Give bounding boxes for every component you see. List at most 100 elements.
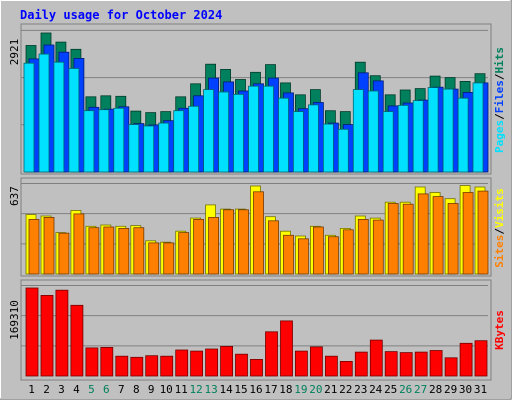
bar-pages-day-22 (337, 128, 349, 173)
bar-kbytes-day-7 (115, 355, 129, 377)
x-tick-label: 1 (28, 383, 35, 396)
bar-sites-day-13 (208, 216, 220, 275)
bar-pages-day-1 (23, 62, 35, 173)
bar-kbytes-day-16 (250, 358, 263, 377)
bar-pages-day-16 (248, 85, 259, 173)
bar-pages-day-13 (203, 89, 215, 173)
bar-pages-day-12 (188, 105, 200, 173)
x-tick-label: 17 (264, 383, 277, 396)
legend-visits-sites: Sites/Visits (493, 188, 506, 268)
bar-pages-day-17 (263, 85, 274, 173)
x-tick-label: 27 (414, 383, 427, 396)
bar-sites-day-17 (268, 220, 279, 275)
bar-kbytes-day-2 (40, 294, 54, 377)
legend-item-kbytes: KBytes (493, 310, 506, 350)
bar-kbytes-day-3 (55, 289, 69, 377)
bar-pages-day-14 (218, 91, 230, 173)
bar-pages-day-10 (158, 122, 170, 173)
bar-sites-day-4 (73, 213, 85, 275)
x-tick-label: 24 (369, 383, 383, 396)
bar-pages-day-3 (53, 61, 65, 173)
bar-kbytes-day-23 (354, 351, 368, 377)
x-tick-label: 20 (309, 383, 322, 396)
bar-kbytes-day-5 (85, 347, 99, 377)
bar-marks (23, 32, 489, 377)
bar-sites-day-24 (372, 219, 384, 275)
x-tick-label: 10 (160, 383, 173, 396)
bar-kbytes-day-28 (429, 350, 443, 377)
bar-kbytes-day-9 (145, 355, 159, 377)
bar-pages-day-8 (128, 124, 140, 173)
x-tick-label: 28 (429, 383, 442, 396)
x-tick-label: 26 (399, 383, 412, 396)
bar-sites-day-8 (133, 227, 145, 275)
x-tick-label: 8 (133, 383, 140, 396)
bar-kbytes-day-4 (70, 304, 84, 377)
bar-kbytes-day-15 (235, 353, 248, 377)
bar-kbytes-day-10 (160, 355, 174, 377)
bar-sites-day-18 (283, 234, 294, 275)
bar-kbytes-day-30 (459, 342, 473, 377)
bar-pages-day-9 (143, 125, 155, 173)
bar-sites-day-10 (163, 242, 175, 275)
bar-kbytes-day-14 (220, 345, 234, 377)
bar-pages-day-15 (233, 94, 244, 173)
x-tick-label: 3 (58, 383, 65, 396)
bar-pages-day-26 (397, 105, 409, 173)
bar-pages-day-4 (68, 68, 80, 173)
bar-sites-day-23 (357, 218, 369, 275)
bar-kbytes-day-8 (130, 356, 144, 377)
x-tick-label: 31 (474, 383, 487, 396)
bar-sites-day-22 (342, 229, 354, 275)
x-tick-label: 30 (459, 383, 472, 396)
bar-sites-day-5 (88, 227, 100, 275)
bar-pages-day-7 (113, 107, 125, 173)
bar-pages-day-5 (83, 110, 95, 173)
bar-sites-day-11 (178, 232, 190, 275)
x-tick-label: 11 (175, 383, 188, 396)
bar-sites-day-21 (327, 236, 339, 275)
bar-sites-day-27 (417, 193, 429, 275)
bar-pages-day-18 (278, 97, 289, 173)
bar-kbytes-day-20 (309, 346, 323, 377)
bar-kbytes-day-24 (369, 339, 383, 377)
bar-sites-day-30 (462, 192, 474, 275)
x-tick-label: 15 (234, 383, 247, 396)
bar-kbytes-day-26 (399, 352, 413, 377)
bar-kbytes-day-29 (444, 357, 458, 377)
legend-separator: / (493, 228, 506, 235)
bar-pages-day-25 (382, 111, 394, 173)
bar-kbytes-day-19 (294, 350, 308, 377)
bar-pages-day-27 (412, 100, 424, 173)
legend-item-visits: Visits (493, 188, 506, 228)
x-tick-label: 5 (88, 383, 95, 396)
bar-kbytes-day-6 (100, 346, 114, 377)
legend-separator: / (493, 73, 506, 80)
bar-pages-day-31 (472, 82, 484, 173)
bar-sites-day-19 (297, 238, 309, 275)
x-tick-label: 7 (118, 383, 125, 396)
bar-pages-day-11 (173, 110, 185, 173)
x-tick-label: 13 (204, 383, 217, 396)
bar-sites-day-25 (387, 203, 399, 275)
bar-pages-day-28 (427, 87, 439, 173)
bar-kbytes-day-27 (414, 351, 428, 377)
bar-sites-day-12 (193, 218, 205, 275)
bar-pages-day-29 (442, 88, 454, 173)
x-tick-label: 16 (249, 383, 262, 396)
y-max-label: 637 (8, 186, 21, 206)
x-tick-labels: 1 2 3 4 5 6 7 8 9 10 11 12 13 14 15 16 17 18 19 20 21 22 23 24 2… (28, 383, 487, 396)
bar-pages-day-19 (292, 111, 304, 173)
bar-sites-day-2 (43, 216, 55, 275)
legend-separator: / (493, 113, 506, 120)
x-tick-label: 9 (148, 383, 155, 396)
bar-sites-day-15 (238, 209, 249, 275)
bar-kbytes-day-17 (265, 331, 278, 377)
bar-sites-day-31 (477, 190, 489, 275)
bar-sites-day-3 (58, 232, 70, 275)
x-tick-label: 29 (444, 383, 457, 396)
bar-pages-day-30 (457, 97, 469, 173)
x-tick-label: 12 (189, 383, 202, 396)
x-tick-label: 18 (279, 383, 292, 396)
